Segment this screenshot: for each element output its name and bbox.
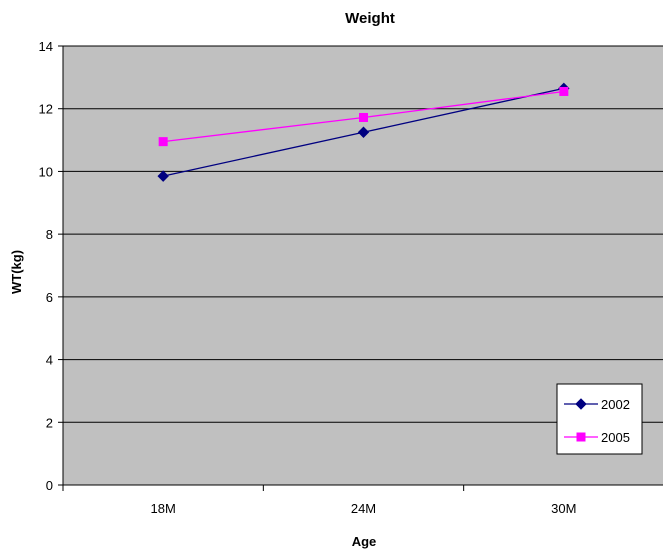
x-axis-title: Age [352,534,377,549]
legend-box [556,383,643,455]
x-tick-label: 18M [151,501,176,516]
y-tick-label: 10 [39,164,53,179]
legend-marker-2002 [575,398,587,410]
data-point-2005 [359,112,368,122]
legend-label-2002: 2002 [601,397,630,412]
y-tick-label: 4 [46,353,53,368]
legend-marker-2005 [576,432,586,442]
y-axis-title: WT(kg) [9,250,24,294]
gridlines [63,45,663,423]
data-point-2002 [157,170,169,182]
data-point-2005 [559,86,569,96]
y-tick-label: 6 [46,290,53,305]
y-tick-label: 8 [46,227,53,242]
data-point-2002 [357,126,370,138]
legend: 2002 2005 [556,383,643,455]
x-tick-labels: 18M 24M 30M [151,501,577,516]
chart-title: Weight [345,10,395,27]
y-tick-labels: 0 2 4 6 8 10 12 14 [39,39,53,493]
x-tick-label: 30M [551,501,576,516]
y-tick-label: 0 [46,478,53,493]
y-tick-label: 12 [39,102,53,117]
data-point-2005 [158,137,168,147]
axes [58,45,663,491]
y-tick-label: 2 [46,415,53,430]
legend-label-2005: 2005 [601,430,630,445]
y-tick-label: 14 [39,39,53,54]
x-tick-label: 24M [351,501,376,516]
series-group [157,82,570,182]
